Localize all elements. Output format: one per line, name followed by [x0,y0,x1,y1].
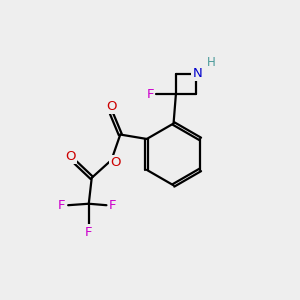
Text: O: O [110,156,121,169]
Text: F: F [85,226,92,238]
Text: F: F [147,88,154,100]
Text: F: F [58,199,65,212]
Text: H: H [207,56,216,69]
Text: O: O [106,100,117,113]
Text: O: O [65,149,76,163]
Text: F: F [109,199,117,212]
Text: N: N [193,67,202,80]
